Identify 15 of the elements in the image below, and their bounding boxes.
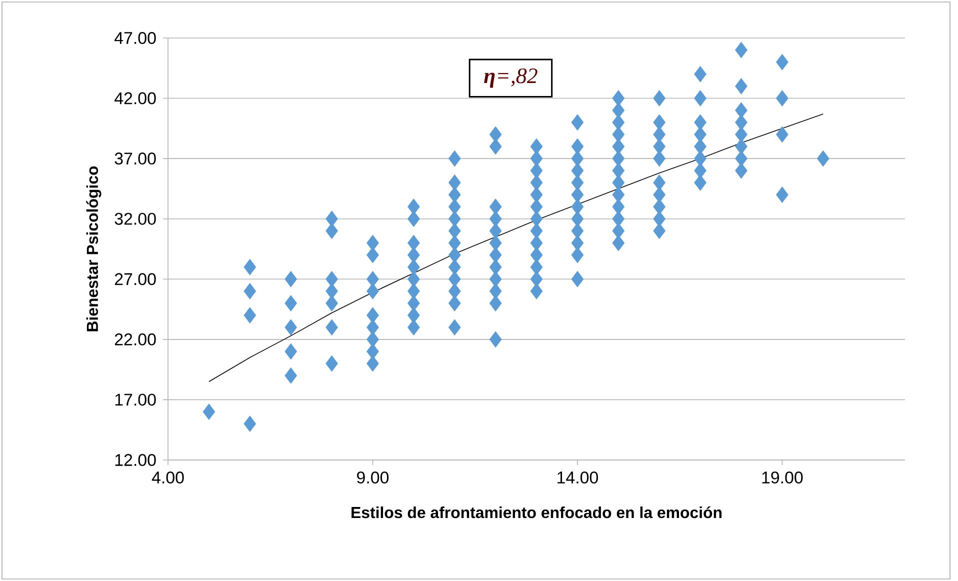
x-tick-label: 14.00 — [558, 472, 598, 484]
x-tick-label: 9.00 — [357, 472, 389, 484]
y-tick-label: 47.00 — [114, 32, 156, 44]
x-tick-label: 19.00 — [762, 472, 803, 484]
x-tick-label: 4.00 — [152, 472, 184, 484]
y-tick-label: 17.00 — [115, 394, 156, 406]
y-tick-label: 12.00 — [115, 454, 156, 466]
y-tick-label: 42.00 — [114, 92, 156, 104]
y-axis-title: Bienestar Psicológico — [86, 166, 102, 332]
y-tick-label: 27.00 — [114, 273, 156, 286]
y-tick-label: 32.00 — [114, 212, 156, 225]
x-axis-title: Estilos de afrontamiento enfocado en la emoción — [352, 506, 722, 518]
y-tick-label: 22.00 — [114, 333, 156, 346]
y-tick-label: 37.00 — [114, 152, 156, 165]
annotation: η=,82 — [484, 68, 538, 88]
